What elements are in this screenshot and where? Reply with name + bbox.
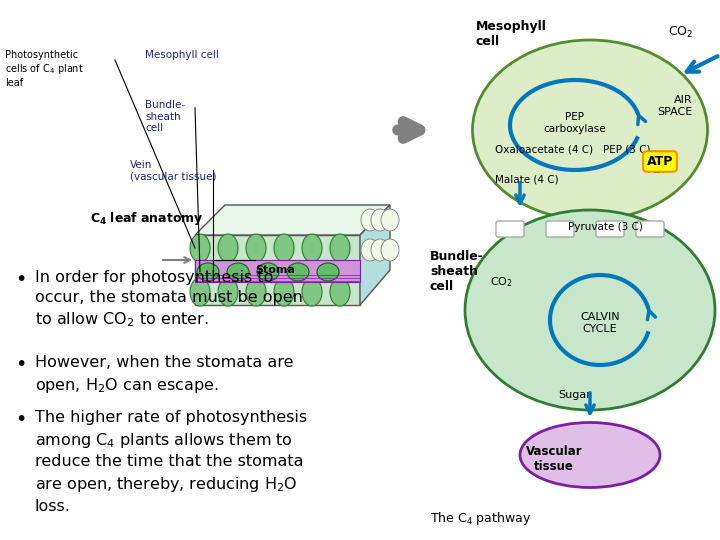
Text: PEP
carboxylase: PEP carboxylase (544, 112, 606, 133)
Text: Vein
(vascular tissue): Vein (vascular tissue) (130, 160, 217, 181)
Text: Sugar: Sugar (559, 390, 591, 400)
Text: ATP: ATP (647, 155, 673, 168)
Ellipse shape (190, 278, 210, 306)
Polygon shape (195, 205, 390, 235)
Text: •: • (15, 355, 27, 374)
Text: The C$_4$ pathway: The C$_4$ pathway (430, 510, 531, 527)
Text: Bundle-
sheath
cell: Bundle- sheath cell (430, 250, 484, 293)
Ellipse shape (361, 239, 379, 261)
FancyBboxPatch shape (2, 5, 417, 268)
Ellipse shape (190, 234, 210, 262)
Text: Bundle-
sheath
cell: Bundle- sheath cell (145, 100, 185, 133)
Text: $\bf{C_4\ leaf\ anatomy}$: $\bf{C_4\ leaf\ anatomy}$ (90, 210, 204, 227)
Text: AIR
SPACE: AIR SPACE (658, 95, 693, 117)
Text: Stoma: Stoma (255, 265, 295, 275)
Text: Mesophyll cell: Mesophyll cell (145, 50, 219, 60)
Ellipse shape (197, 263, 219, 281)
Text: Malate (4 C): Malate (4 C) (495, 175, 559, 185)
Ellipse shape (302, 278, 322, 306)
Ellipse shape (287, 263, 309, 281)
Ellipse shape (246, 278, 266, 306)
Ellipse shape (371, 209, 389, 231)
Text: Mesophyll
cell: Mesophyll cell (476, 20, 547, 48)
Ellipse shape (302, 234, 322, 262)
Text: PEP (3 C): PEP (3 C) (603, 145, 650, 155)
Ellipse shape (218, 278, 238, 306)
Text: ADP: ADP (648, 165, 670, 175)
Text: •: • (15, 410, 27, 429)
Ellipse shape (227, 263, 249, 281)
FancyBboxPatch shape (546, 221, 574, 237)
Ellipse shape (371, 239, 389, 261)
Text: CO$_2$: CO$_2$ (667, 25, 693, 40)
Text: CO$_2$: CO$_2$ (490, 275, 513, 289)
Ellipse shape (317, 263, 339, 281)
Ellipse shape (381, 239, 399, 261)
FancyBboxPatch shape (636, 221, 664, 237)
Text: Vascular
tissue: Vascular tissue (526, 445, 582, 473)
Text: The higher rate of photosynthesis
among C$_4$ plants allows them to
reduce the t: The higher rate of photosynthesis among … (35, 410, 307, 514)
Ellipse shape (274, 278, 294, 306)
Text: Pyruvate (3 C): Pyruvate (3 C) (568, 222, 643, 232)
FancyBboxPatch shape (596, 221, 624, 237)
Ellipse shape (381, 209, 399, 231)
Ellipse shape (274, 234, 294, 262)
Ellipse shape (330, 278, 350, 306)
Ellipse shape (257, 263, 279, 281)
Ellipse shape (465, 210, 715, 410)
Text: •: • (15, 270, 27, 289)
Ellipse shape (218, 234, 238, 262)
Bar (195, 260, 360, 282)
Text: Oxaloacetate (4 C): Oxaloacetate (4 C) (495, 145, 593, 155)
Ellipse shape (472, 40, 708, 220)
Text: CALVIN
CYCLE: CALVIN CYCLE (580, 312, 620, 334)
Ellipse shape (361, 209, 379, 231)
Ellipse shape (520, 422, 660, 488)
Ellipse shape (246, 234, 266, 262)
Polygon shape (195, 235, 360, 305)
Text: In order for photosynthesis to
occur, the stomata must be open
to allow CO$_2$ t: In order for photosynthesis to occur, th… (35, 270, 303, 329)
FancyBboxPatch shape (496, 221, 524, 237)
Text: Photosynthetic
cells of C$_4$ plant
leaf: Photosynthetic cells of C$_4$ plant leaf (5, 50, 84, 87)
Ellipse shape (330, 234, 350, 262)
Text: However, when the stomata are
open, H$_2$O can escape.: However, when the stomata are open, H$_2… (35, 355, 294, 395)
Polygon shape (360, 205, 390, 305)
